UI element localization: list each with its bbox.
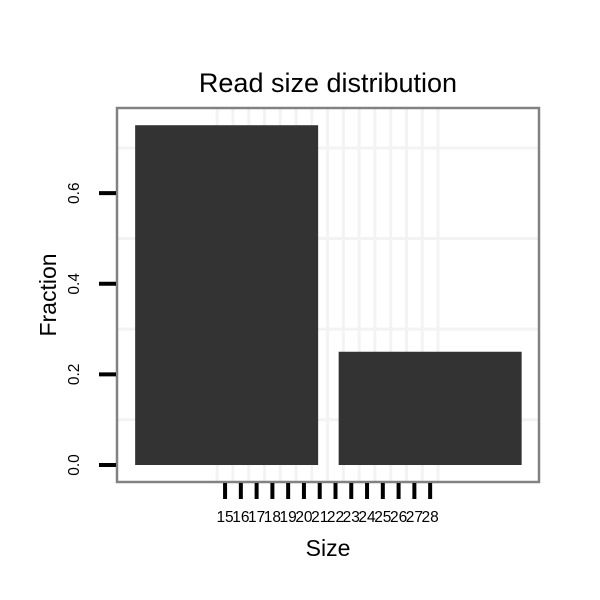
x-axis-ticks	[223, 483, 433, 499]
y-axis-label: Fraction	[35, 253, 61, 336]
chart-title: Read size distribution	[199, 68, 457, 98]
y-axis-tick-labels: 0.0 0.2 0.4 0.6	[66, 182, 83, 475]
y-tick-label: 0.4	[66, 273, 83, 295]
panel-border	[115, 106, 541, 484]
x-tick-label: 23	[343, 509, 360, 526]
bar	[338, 351, 522, 466]
y-tick-label: 0.6	[66, 182, 83, 204]
x-tick-label: 19	[280, 509, 297, 526]
x-tick-label: 28	[422, 509, 439, 526]
x-tick-label: 20	[295, 509, 313, 526]
x-tick-label: 17	[248, 509, 265, 526]
panel-border-layer	[115, 106, 541, 484]
x-tick-label: 16	[232, 509, 249, 526]
x-tick-label: 21	[311, 509, 328, 526]
x-tick-label: 25	[374, 509, 391, 526]
bars	[135, 125, 522, 466]
x-tick-label: 18	[264, 509, 281, 526]
x-tick-label: 24	[358, 509, 376, 526]
x-tick-label: 27	[406, 509, 423, 526]
bar	[135, 125, 319, 466]
x-tick-label: 22	[327, 509, 344, 526]
y-tick-label: 0.2	[66, 364, 83, 386]
x-tick-label: 15	[216, 509, 233, 526]
y-axis-ticks	[99, 191, 116, 468]
x-tick-label: 26	[390, 509, 407, 526]
y-tick-label: 0.0	[66, 454, 83, 476]
x-axis-label: Size	[306, 535, 351, 561]
